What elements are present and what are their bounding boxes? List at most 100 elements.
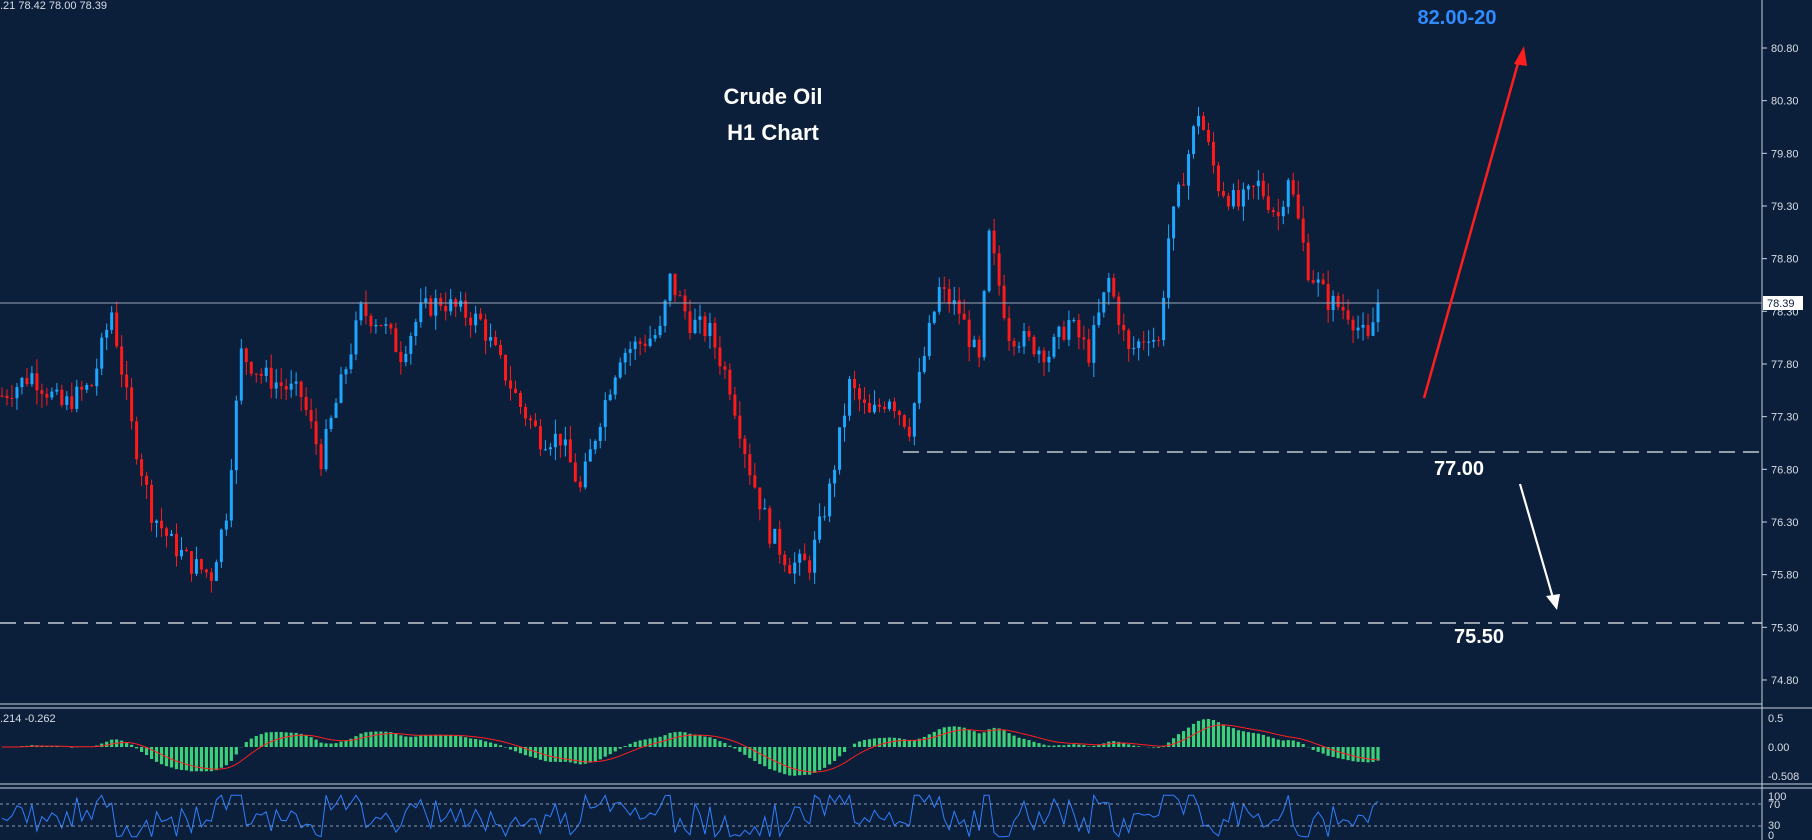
candle-body bbox=[783, 554, 787, 566]
macd-bar bbox=[748, 747, 752, 759]
candle-body bbox=[1236, 190, 1240, 207]
macd-bar bbox=[803, 747, 807, 775]
macd-bar bbox=[444, 735, 448, 747]
candle-body bbox=[872, 404, 876, 413]
macd-bar bbox=[1356, 747, 1360, 762]
macd-bar bbox=[1097, 744, 1101, 747]
macd-bar bbox=[1196, 720, 1201, 747]
candle-body bbox=[718, 347, 722, 367]
candle-body bbox=[1351, 319, 1355, 331]
candle-body bbox=[1306, 242, 1310, 281]
candle-body bbox=[35, 373, 39, 391]
macd-bar bbox=[1047, 745, 1051, 747]
macd-bar bbox=[474, 739, 478, 747]
candle-body bbox=[229, 470, 233, 521]
macd-bar bbox=[120, 740, 124, 747]
macd-bar bbox=[952, 726, 956, 747]
macd-bar bbox=[1296, 741, 1300, 747]
candle-body bbox=[189, 551, 193, 574]
macd-bar bbox=[528, 747, 533, 757]
candle-body bbox=[788, 565, 792, 574]
macd-bar bbox=[493, 743, 498, 747]
candle-body bbox=[324, 428, 328, 470]
candle-body bbox=[808, 560, 812, 573]
candle-body bbox=[374, 325, 378, 327]
candle-body bbox=[972, 339, 976, 348]
candle-body bbox=[668, 273, 672, 301]
macd-bar bbox=[932, 731, 936, 747]
macd-bar bbox=[1092, 745, 1096, 747]
macd-bar bbox=[339, 741, 343, 747]
macd-bar bbox=[294, 732, 298, 747]
candle-body bbox=[843, 415, 847, 428]
candle-body bbox=[653, 335, 657, 339]
macd-bar bbox=[1002, 730, 1006, 747]
macd-bar bbox=[513, 747, 518, 752]
macd-bar bbox=[269, 732, 273, 747]
candle-body bbox=[838, 427, 842, 470]
candle-body bbox=[1137, 341, 1141, 349]
candle-body bbox=[828, 483, 832, 517]
candle-body bbox=[1067, 320, 1071, 340]
candle-body bbox=[1172, 206, 1176, 239]
macd-bar bbox=[533, 747, 538, 758]
macd-bar bbox=[324, 743, 328, 747]
candle-body bbox=[404, 353, 408, 363]
macd-bar bbox=[992, 727, 996, 747]
macd-bar bbox=[1256, 733, 1260, 747]
macd-bar bbox=[1067, 744, 1071, 747]
candle-body bbox=[1226, 195, 1230, 207]
macd-tick-high: 0.5 bbox=[1768, 713, 1783, 725]
candle-body bbox=[399, 351, 403, 363]
candle-body bbox=[1047, 356, 1051, 363]
price-tick-label: 74.80 bbox=[1771, 675, 1799, 687]
macd-bar bbox=[1271, 738, 1275, 747]
macd-bar bbox=[693, 734, 697, 747]
candle-body bbox=[140, 459, 144, 476]
macd-bar bbox=[309, 737, 313, 747]
rsi-tick-30: 30 bbox=[1768, 820, 1780, 832]
macd-bar bbox=[399, 735, 403, 747]
macd-bar bbox=[130, 744, 134, 747]
macd-bar bbox=[1082, 745, 1086, 747]
macd-bar bbox=[808, 747, 812, 775]
macd-bar bbox=[1321, 747, 1325, 754]
macd-bar bbox=[912, 740, 916, 747]
candle-body bbox=[184, 549, 188, 552]
rsi-tick-70: 70 bbox=[1768, 799, 1780, 811]
price-tick-label: 75.80 bbox=[1771, 570, 1799, 582]
candle-body bbox=[578, 481, 582, 488]
macd-bar bbox=[1176, 734, 1181, 747]
macd-bar bbox=[1226, 726, 1231, 747]
candle-body bbox=[818, 516, 822, 540]
candle-body bbox=[648, 338, 652, 346]
macd-bar bbox=[683, 732, 687, 747]
macd-bar bbox=[264, 732, 268, 747]
candle-body bbox=[583, 461, 587, 488]
candle-body bbox=[274, 382, 278, 389]
macd-bar bbox=[867, 739, 872, 747]
candle-body bbox=[713, 322, 717, 348]
macd-bar bbox=[1157, 747, 1161, 748]
macd-bar bbox=[289, 732, 293, 747]
macd-bar bbox=[882, 737, 887, 747]
candle-body bbox=[1371, 322, 1375, 336]
macd-bar bbox=[454, 735, 458, 747]
candle-body bbox=[997, 253, 1001, 286]
macd-bar bbox=[1042, 744, 1046, 747]
macd-bar bbox=[1221, 724, 1226, 747]
candle-body bbox=[135, 421, 139, 460]
current-price-tag bbox=[1763, 296, 1803, 310]
macd-bar bbox=[947, 726, 951, 747]
macd-bar bbox=[179, 747, 184, 770]
candle-body bbox=[548, 447, 552, 450]
macd-bar bbox=[204, 747, 209, 772]
candle-body bbox=[1286, 180, 1290, 207]
macd-bar bbox=[743, 747, 747, 755]
macd-bar bbox=[199, 747, 204, 772]
macd-bar bbox=[813, 747, 817, 773]
candle-body bbox=[1167, 238, 1171, 298]
candle-body bbox=[962, 313, 966, 320]
